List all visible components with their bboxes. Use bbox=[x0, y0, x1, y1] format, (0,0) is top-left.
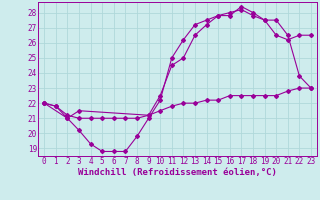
X-axis label: Windchill (Refroidissement éolien,°C): Windchill (Refroidissement éolien,°C) bbox=[78, 168, 277, 177]
